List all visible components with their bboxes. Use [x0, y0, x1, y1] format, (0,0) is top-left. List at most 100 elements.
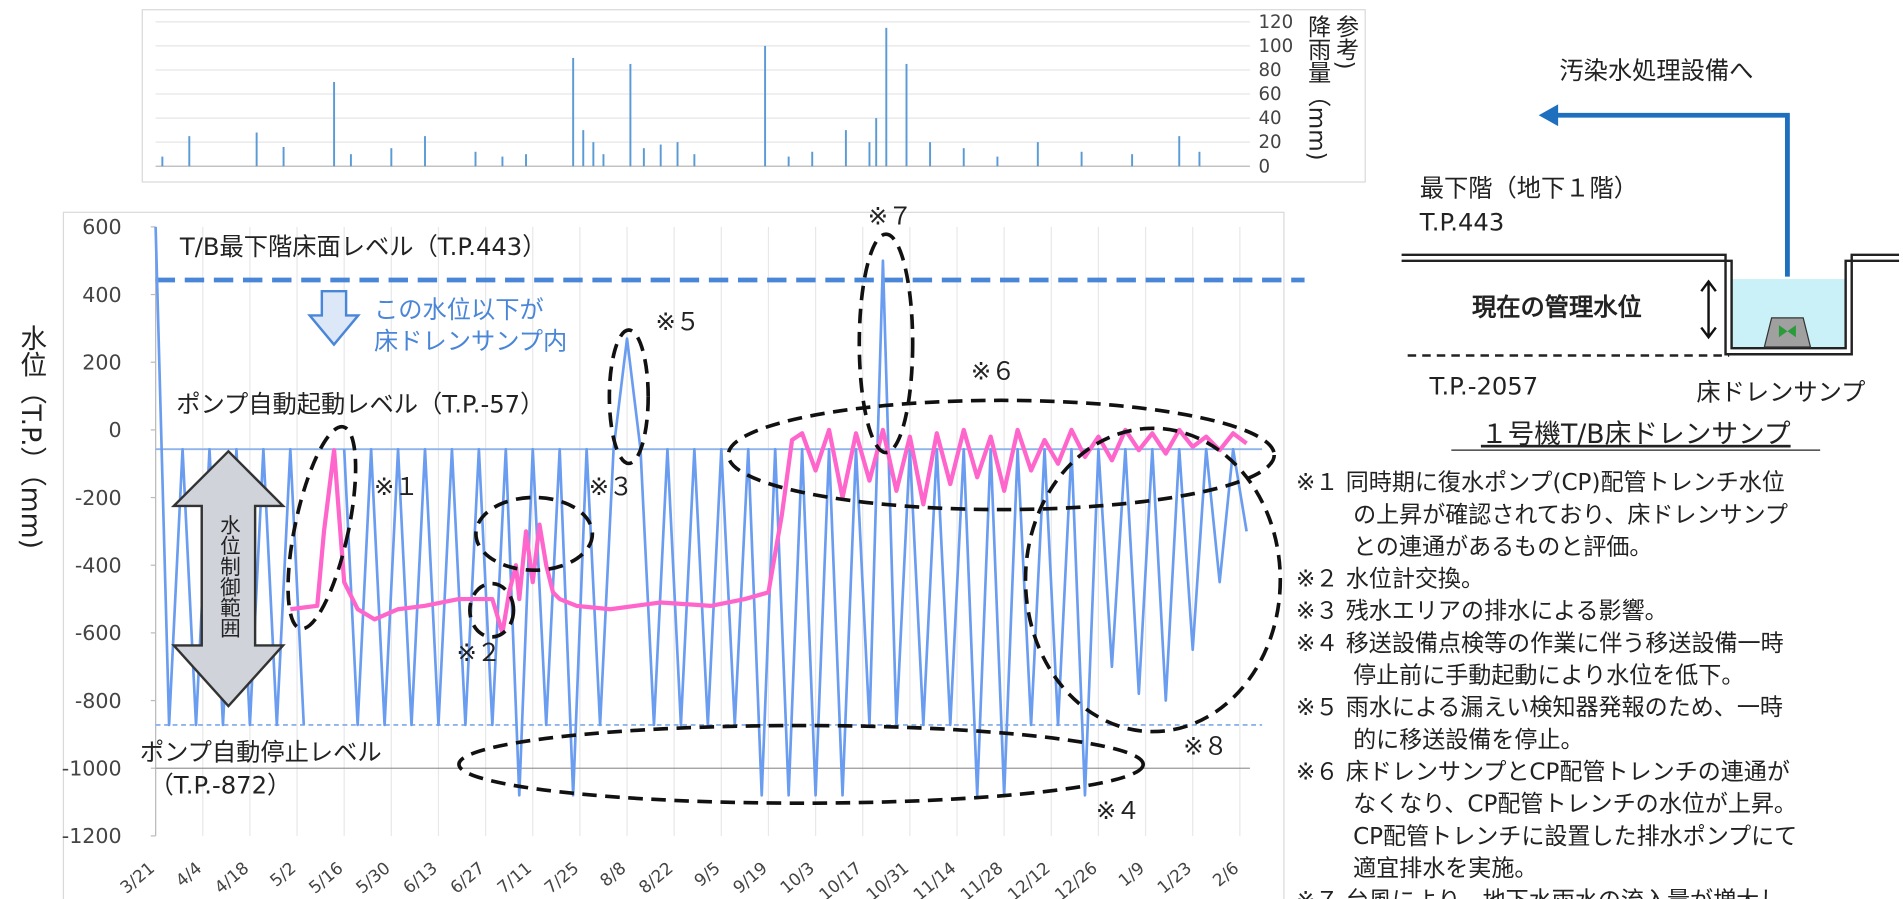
reference-label: （T.P.-872）: [150, 770, 292, 799]
y-tick-label: -600: [75, 621, 122, 645]
annotation: ※２: [457, 638, 502, 667]
bar: [390, 148, 392, 166]
bar: [845, 130, 847, 166]
x-tick-label: 8/8: [596, 858, 630, 891]
bar: [501, 157, 503, 167]
note-line: ※４ 移送設備点検等の作業に伴う移送設備一時: [1296, 631, 1784, 657]
y-tick-label: 200: [82, 350, 121, 374]
bar: [929, 142, 931, 166]
y-tick-label: 400: [82, 283, 121, 307]
bar: [582, 130, 584, 166]
note-line: ※６ 床ドレンサンプとCP配管トレンチの連通が: [1296, 759, 1790, 785]
bar: [1198, 152, 1200, 166]
rain-frame: [142, 10, 1365, 182]
main-y-label: 水位（T.P.）（mm): [15, 324, 46, 549]
diagram-label: 汚染水処理設備へ: [1559, 56, 1753, 85]
bar: [868, 142, 870, 166]
note-line: 適宜排水を実施。: [1353, 856, 1537, 882]
bar: [1037, 142, 1039, 166]
bar: [350, 154, 352, 166]
bar: [875, 118, 877, 166]
series-line: [156, 227, 1247, 795]
note-line: ※１ 同時期に復水ポンプ(CP)配管トレンチ水位: [1296, 470, 1785, 496]
x-tick-label: 6/13: [400, 858, 442, 898]
y-tick-label: -1200: [62, 824, 122, 848]
y-tick-label: 60: [1258, 84, 1281, 105]
x-tick-label: 10/3: [777, 858, 819, 898]
rain-y-label: 降雨量（mm): [1304, 15, 1332, 161]
note-line: CP配管トレンチに設置した排水ポンプにて: [1353, 824, 1797, 850]
x-tick-label: 4/4: [172, 858, 206, 891]
x-tick-label: 10/17: [816, 858, 866, 899]
bar: [572, 58, 574, 166]
x-tick-label: 9/5: [691, 858, 725, 891]
note-line: との連通があるものと評価。: [1353, 534, 1652, 560]
x-tick-label: 1/23: [1154, 858, 1196, 898]
diagram-title: １号機T/B床ドレンサンプ: [1481, 419, 1791, 450]
bar: [963, 148, 965, 166]
annotation: この水位以下が: [374, 295, 544, 324]
y-tick-label: -1000: [62, 757, 122, 781]
bar: [333, 82, 335, 166]
bar: [996, 157, 998, 167]
down-arrow: [310, 291, 359, 344]
x-tick-label: 5/2: [266, 858, 300, 891]
y-tick-label: 80: [1258, 60, 1281, 81]
bar: [602, 154, 604, 166]
x-tick-label: 1/9: [1115, 858, 1149, 891]
bar: [256, 133, 258, 167]
bar: [1131, 154, 1133, 166]
bar: [1178, 136, 1180, 166]
y-tick-label: 40: [1258, 108, 1281, 129]
bar: [525, 154, 527, 166]
bar: [906, 64, 908, 166]
bar: [764, 46, 766, 166]
note-line: ※７ 台風により、地下水雨水の流入量が増大し: [1296, 888, 1782, 899]
y-tick-label: -800: [75, 689, 122, 713]
diagram-label: T.P.443: [1419, 208, 1504, 237]
annotation: ※５: [655, 307, 700, 336]
bar: [475, 152, 477, 166]
rain-note: 参考): [1332, 15, 1360, 70]
annotation: 床ドレンサンプ内: [374, 326, 567, 355]
x-tick-label: 12/26: [1051, 858, 1101, 899]
reference-label: T/B最下階床面レベル（T.P.443）: [179, 232, 547, 261]
diagram-label: T.P.-2057: [1429, 371, 1539, 400]
x-tick-label: 11/28: [957, 858, 1007, 899]
x-tick-label: 4/18: [211, 858, 253, 898]
diagram-label: 最下階（地下１階）: [1420, 174, 1638, 203]
diagram: 汚染水処理設備へ 最下階（地下１階） T.P.443 現在の管理水位 T.P.-…: [1402, 56, 1899, 450]
bar: [811, 152, 813, 166]
diagram-label: 現在の管理水位: [1472, 292, 1642, 321]
page: {"chart_data":[ {"type":"bar","y_label":…: [0, 0, 1903, 899]
y-tick-label: -400: [75, 554, 122, 578]
bar: [693, 154, 695, 166]
annotation: ※８: [1183, 732, 1228, 761]
bar: [424, 136, 426, 166]
y-tick-label: 0: [109, 418, 122, 442]
x-tick-label: 7/25: [541, 858, 583, 898]
reference-label: ポンプ自動停止レベル: [140, 738, 382, 767]
annotation: ※３: [589, 472, 634, 501]
bar: [592, 142, 594, 166]
x-tick-label: 2/6: [1209, 858, 1243, 891]
y-tick-label: 100: [1258, 36, 1293, 57]
bar: [788, 157, 790, 167]
y-tick-label: 120: [1258, 12, 1293, 33]
note-line: の上昇が確認されており、床ドレンサンプ: [1353, 502, 1788, 528]
x-tick-label: 10/31: [863, 858, 913, 899]
annotation: ※６: [971, 357, 1016, 386]
x-tick-label: 6/27: [447, 858, 489, 898]
x-tick-label: 12/12: [1004, 858, 1054, 899]
note-line: なくなり、CP配管トレンチの水位が上昇。: [1353, 792, 1797, 818]
chart: 参考) 降雨量（mm) 水位（T.P.）（mm) 020406080100120…: [0, 0, 1903, 899]
x-tick-label: 5/30: [352, 858, 394, 898]
note-line: ※３ 残水エリアの排水による影響。: [1296, 599, 1668, 625]
annotation: ※７: [868, 201, 913, 230]
bar: [1081, 152, 1083, 166]
note-line: 停止前に手動起動により水位を低下。: [1353, 663, 1744, 689]
diagram-label: 床ドレンサンプ: [1696, 377, 1865, 406]
x-tick-label: 3/21: [117, 858, 159, 898]
x-tick-label: 8/22: [635, 858, 677, 898]
x-tick-label: 11/14: [910, 858, 960, 899]
